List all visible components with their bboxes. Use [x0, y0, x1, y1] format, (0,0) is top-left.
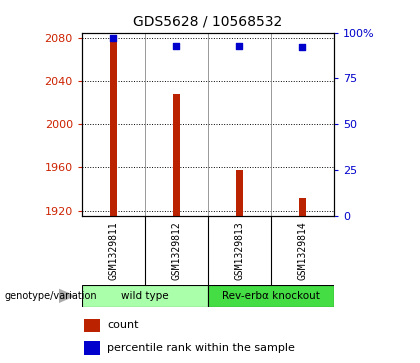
Text: GSM1329813: GSM1329813 — [234, 221, 244, 280]
Text: wild type: wild type — [121, 291, 169, 301]
Bar — [82, 285, 208, 307]
Point — [110, 35, 117, 41]
Text: GSM1329814: GSM1329814 — [297, 221, 307, 280]
Polygon shape — [59, 289, 76, 303]
Point — [299, 44, 306, 50]
Bar — [208, 285, 334, 307]
Bar — [299, 197, 306, 216]
Bar — [173, 94, 180, 216]
Point — [173, 42, 180, 48]
Text: GSM1329811: GSM1329811 — [108, 221, 118, 280]
Text: count: count — [107, 321, 139, 330]
Bar — [110, 39, 117, 216]
Text: genotype/variation: genotype/variation — [4, 291, 97, 301]
Text: Rev-erbα knockout: Rev-erbα knockout — [222, 291, 320, 301]
Bar — [236, 170, 243, 216]
Bar — [84, 319, 100, 332]
Text: GSM1329812: GSM1329812 — [171, 221, 181, 280]
Text: percentile rank within the sample: percentile rank within the sample — [107, 343, 295, 353]
Bar — [84, 342, 100, 355]
Title: GDS5628 / 10568532: GDS5628 / 10568532 — [133, 15, 283, 29]
Point — [236, 42, 243, 48]
